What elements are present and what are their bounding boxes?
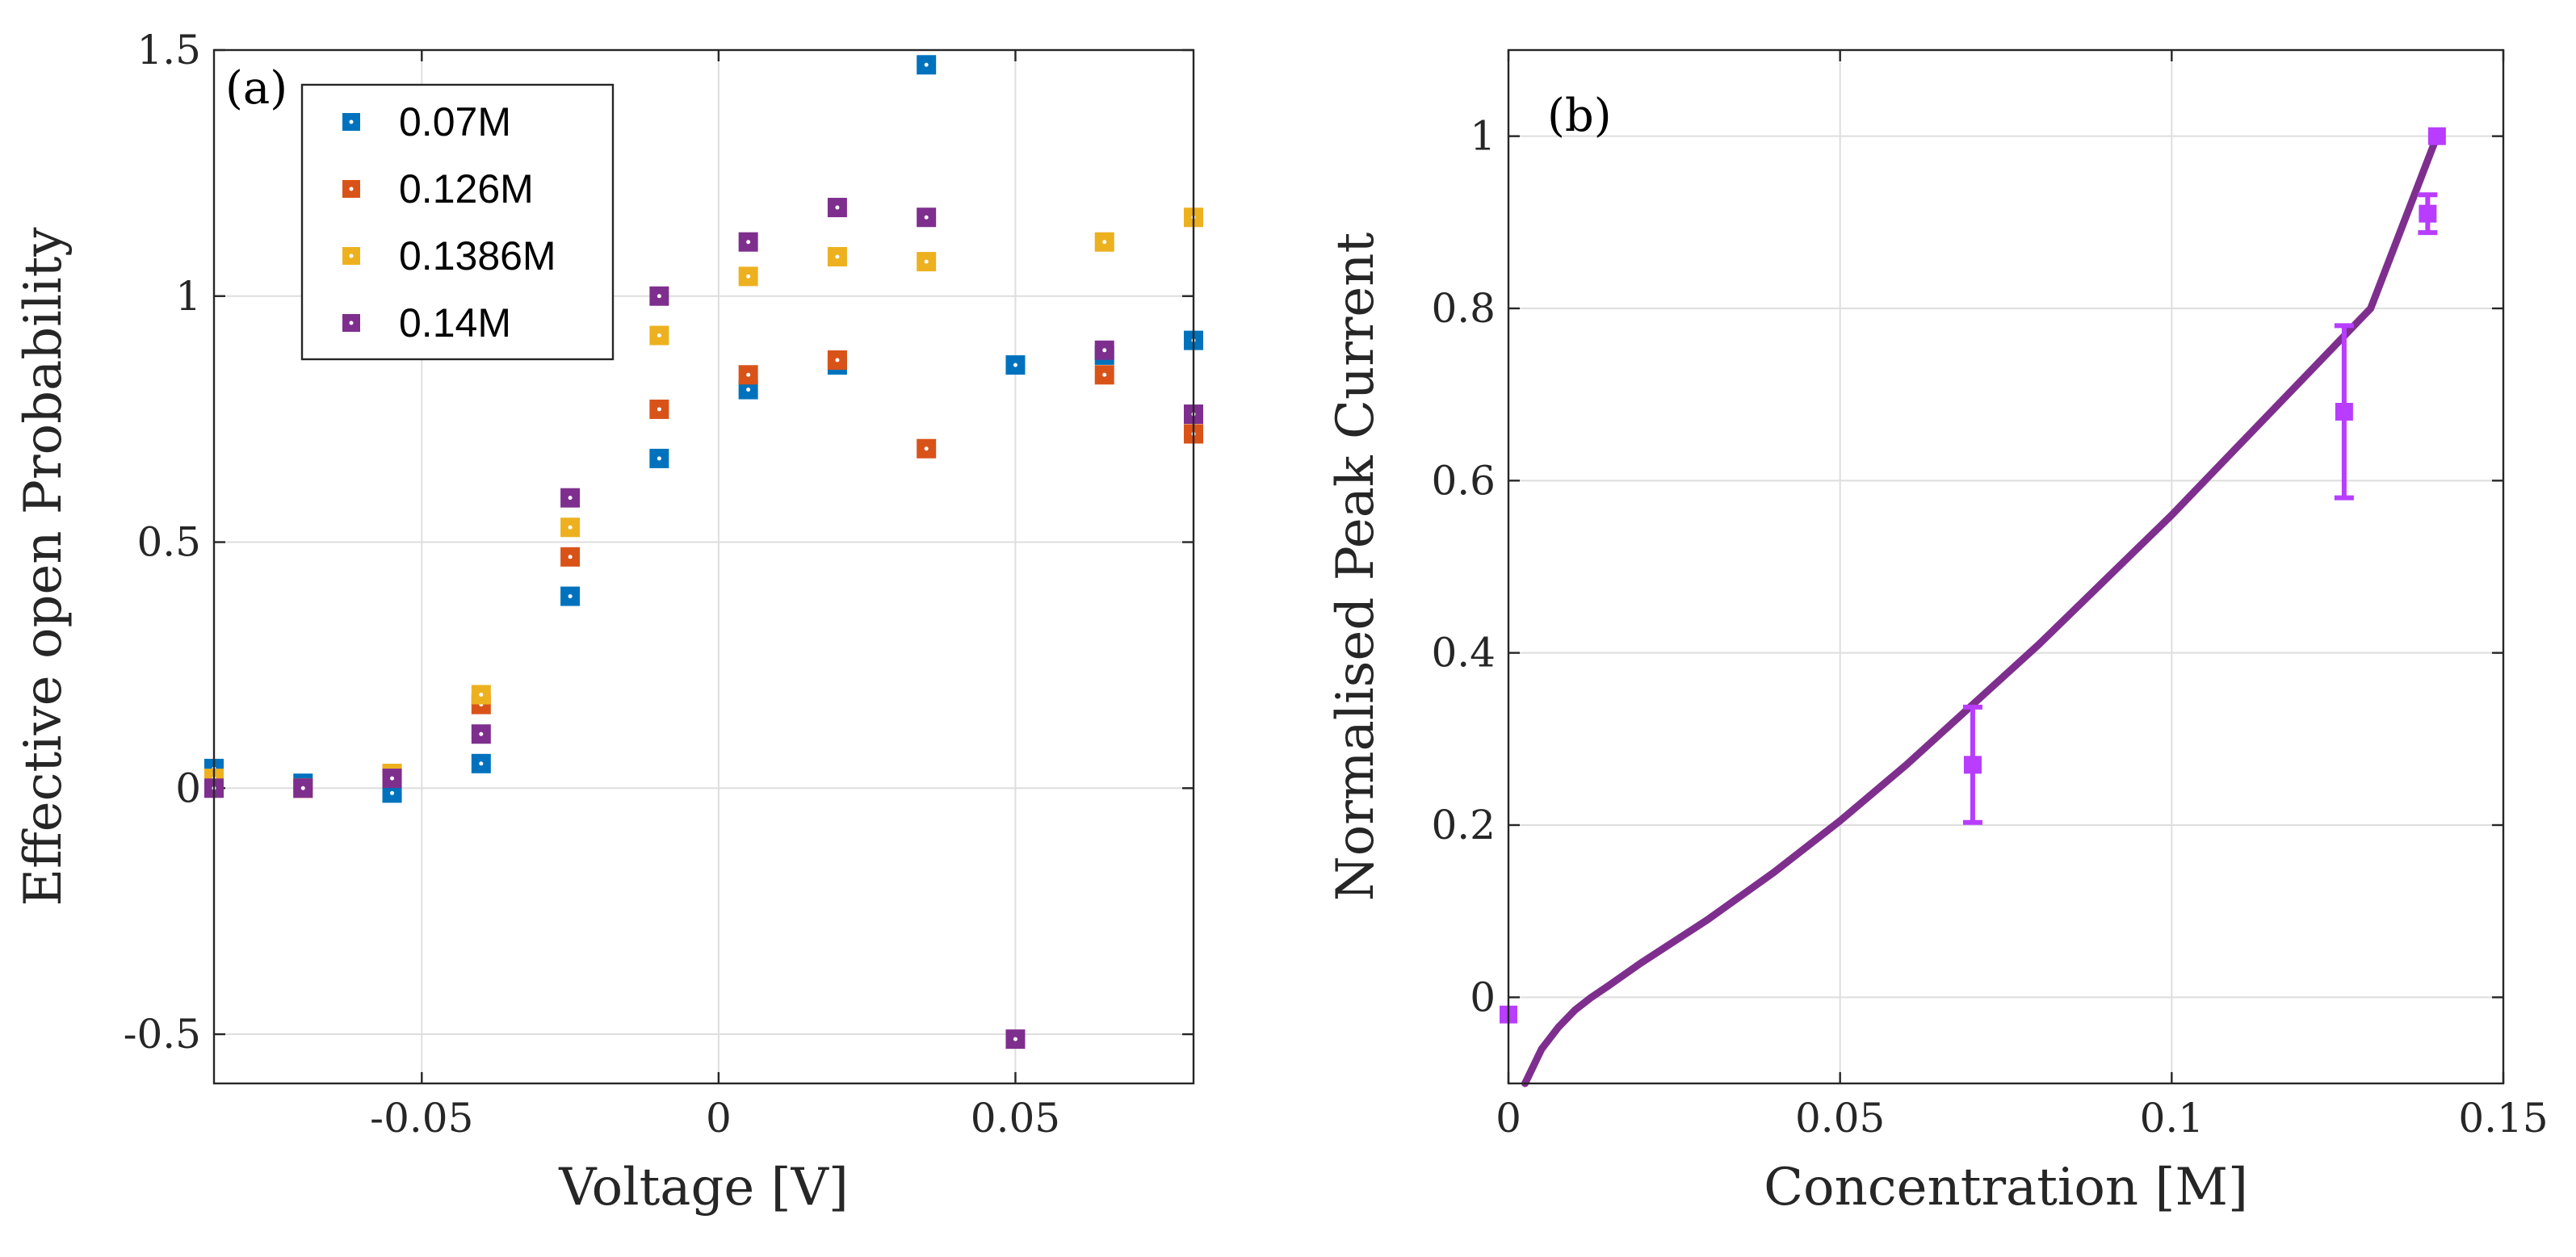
marker-center-dot	[924, 215, 929, 220]
legend-entry-0.14M: 0.14M	[399, 300, 511, 346]
marker-center-dot	[835, 254, 840, 259]
data-point	[1963, 756, 1982, 774]
marker-center-dot	[568, 555, 573, 559]
legend-entry-0.1386M: 0.1386M	[399, 233, 556, 279]
x-tick-label: 0.1	[2140, 1095, 2205, 1142]
data-point	[2335, 403, 2353, 421]
marker-center-dot	[924, 62, 929, 67]
x-axis-label: Concentration [M]	[1764, 1158, 2248, 1217]
marker-center-dot	[568, 594, 573, 599]
marker-center-dot	[1013, 1037, 1017, 1041]
marker-center-dot	[746, 240, 751, 245]
legend-swatch-dot	[349, 321, 354, 325]
data-point	[2419, 204, 2437, 223]
x-axis-label: Voltage [V]	[558, 1158, 849, 1217]
marker-center-dot	[1102, 240, 1107, 245]
marker-center-dot	[1013, 362, 1017, 367]
axes-frame-a	[212, 48, 1195, 1085]
legend-swatch-dot	[349, 119, 354, 124]
panel-a-scatter-plot: -0.05 0 0.05 -0.5 0 0.5 1 1.5 Voltage [V] Effecti…	[14, 27, 1203, 1217]
marker-center-dot	[300, 786, 305, 790]
legend-swatch-dot	[349, 186, 354, 191]
marker-center-dot	[479, 731, 484, 736]
y-tick-label: -0.5	[124, 1011, 201, 1058]
marker-center-dot	[657, 333, 661, 338]
data-point	[2427, 127, 2446, 145]
y-tick-label: 0	[1470, 974, 1496, 1020]
marker-center-dot	[390, 776, 395, 781]
x-tick-label: 0.05	[971, 1095, 1060, 1142]
panel-label: (b)	[1547, 90, 1612, 142]
x-tick-label: -0.05	[370, 1095, 473, 1142]
marker-center-dot	[924, 259, 929, 264]
marker-center-dot	[390, 790, 395, 795]
marker-center-dot	[835, 205, 840, 210]
y-tick-label: 0.6	[1431, 457, 1496, 504]
marker-center-dot	[835, 358, 840, 362]
marker-center-dot	[746, 388, 751, 392]
legend-swatch-dot	[349, 253, 354, 258]
marker-center-dot	[1102, 372, 1107, 377]
y-tick-label: 0.8	[1431, 285, 1496, 332]
legend: 0.07M 0.126M 0.1386M 0.14M	[300, 83, 615, 361]
marker-center-dot	[479, 761, 484, 766]
y-tick-label: 0.2	[1431, 802, 1496, 848]
model-curve	[1521, 132, 2441, 1087]
axes-frame-b	[1507, 48, 2505, 1085]
y-tick-label: 0.4	[1431, 630, 1496, 677]
x-tick-label: 0.05	[1795, 1095, 1885, 1142]
marker-center-dot	[568, 525, 573, 530]
y-tick-label: 1	[175, 273, 201, 320]
y-axis-label: Effective open Probability	[14, 228, 73, 907]
panel-label: (a)	[225, 62, 287, 115]
marker-center-dot	[479, 692, 484, 697]
marker-center-dot	[746, 372, 751, 377]
x-tick-label: 0	[1496, 1095, 1521, 1142]
y-tick-label: 0	[175, 765, 201, 811]
legend-entry-0.07M: 0.07M	[399, 99, 511, 145]
marker-center-dot	[1102, 348, 1107, 353]
marker-center-dot	[657, 294, 661, 299]
x-tick-label: 0	[706, 1095, 732, 1142]
x-tick-label: 0.15	[2458, 1095, 2548, 1142]
marker-center-dot	[657, 456, 661, 461]
marker-center-dot	[746, 274, 751, 279]
marker-center-dot	[568, 496, 573, 501]
marker-center-dot	[657, 407, 661, 412]
y-tick-label: 1	[1470, 113, 1496, 160]
y-axis-label: Normalised Peak Current	[1326, 232, 1386, 901]
legend-entry-0.126M: 0.126M	[399, 166, 534, 212]
y-tick-label: 1.5	[136, 27, 201, 73]
panel-b-line-plot: 0 0.05 0.1 0.15 0 0.2 0.4 0.6 0.8 1 Concentration …	[1326, 48, 2549, 1217]
marker-center-dot	[924, 446, 929, 451]
y-tick-label: 0.5	[136, 519, 201, 566]
